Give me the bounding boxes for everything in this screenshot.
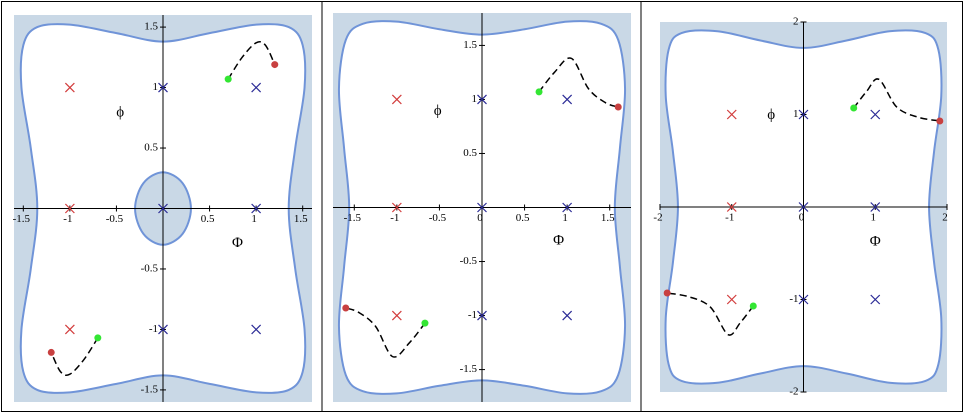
point-marker — [614, 103, 622, 111]
point-marker — [224, 75, 232, 83]
cross-marker — [726, 202, 737, 212]
x-tick-label: -1 — [390, 212, 399, 224]
x-tick-label: -1.5 — [13, 213, 31, 225]
x-tick-label: -2 — [653, 212, 662, 224]
cross-marker — [562, 94, 573, 105]
cross-marker — [562, 202, 573, 213]
cross-marker — [251, 82, 262, 93]
cross-marker — [798, 202, 809, 212]
cross-marker — [798, 294, 809, 305]
x-tick-label: 1 — [251, 213, 257, 225]
x-tick-label: 1.5 — [294, 213, 308, 225]
cross-marker — [870, 109, 881, 120]
cross-marker — [726, 109, 737, 120]
x-axis-label: Φ — [870, 234, 881, 250]
cross-marker — [158, 324, 168, 335]
y-tick-label: -0.5 — [460, 255, 478, 267]
cross-marker — [726, 294, 737, 305]
y-axis-label: ϕ — [116, 104, 124, 120]
x-tick-label: 1.5 — [601, 212, 615, 224]
x-axis-label: Φ — [553, 232, 564, 248]
x-tick-label: 0.5 — [516, 212, 530, 224]
point-marker — [421, 319, 429, 327]
y-tick-label: -1.5 — [141, 383, 159, 395]
cross-marker — [391, 94, 402, 105]
y-tick-label: 1.5 — [463, 39, 477, 51]
cross-marker — [391, 202, 402, 213]
y-tick-label: -2 — [789, 386, 798, 398]
trajectory — [345, 307, 426, 358]
x-axis-label: Φ — [232, 235, 243, 251]
y-tick-label: 0.5 — [463, 147, 477, 159]
cross-marker — [870, 202, 881, 212]
x-tick-label: 0.5 — [201, 213, 215, 225]
cross-marker — [251, 203, 262, 214]
cross-marker — [64, 82, 75, 93]
x-tick-label: 2 — [942, 212, 948, 224]
x-tick-label: 1 — [562, 212, 568, 224]
cross-marker — [477, 202, 487, 213]
cross-marker — [64, 203, 75, 214]
x-tick-label: -1 — [725, 212, 734, 224]
y-tick-label: 1 — [153, 81, 159, 93]
cross-marker — [562, 310, 573, 321]
y-tick-label: -1 — [149, 323, 158, 335]
x-tick-label: 0 — [799, 212, 805, 224]
point-marker — [271, 61, 279, 69]
x-tick-label: 0 — [477, 212, 483, 224]
panel: -1.5 -1 -0.5 0 0.5 1 1.5 -1.5 -1 -0.5 0.5 1 1.5 Φϕ — [333, 13, 631, 402]
panel: -2 -1 0 1 2 -2 -1 1 2 Φϕ — [653, 16, 947, 398]
cross-marker — [391, 310, 402, 321]
x-tick-label: -1 — [63, 213, 72, 225]
trajectory — [538, 57, 619, 108]
cross-marker — [798, 109, 809, 120]
y-tick-label: 1 — [793, 108, 799, 120]
cross-marker — [477, 310, 487, 321]
point-marker — [850, 104, 858, 112]
y-tick-label: 2 — [793, 16, 799, 28]
y-tick-label: -1 — [468, 309, 477, 321]
y-axis-label: ϕ — [767, 107, 775, 123]
y-tick-label: 0.5 — [144, 142, 158, 154]
point-marker — [94, 334, 102, 342]
trajectory — [227, 40, 276, 80]
point-marker — [663, 289, 671, 297]
cross-marker — [158, 82, 168, 93]
y-tick-label: -0.5 — [141, 263, 159, 275]
y-tick-label: 1 — [472, 93, 478, 105]
y-tick-label: -1 — [789, 293, 798, 305]
point-marker — [342, 304, 350, 312]
y-axis-label: ϕ — [434, 103, 442, 119]
panel: -1.5 -1 -0.5 0.5 1 1.5 -1.5 -1 -0.5 0.5 1 1.5 Φϕ — [13, 15, 312, 402]
x-tick-label: -0.5 — [106, 213, 124, 225]
x-tick-label: 1 — [871, 212, 877, 224]
cross-marker — [870, 294, 881, 305]
point-marker — [47, 348, 55, 356]
x-tick-label: -1.5 — [344, 212, 362, 224]
y-tick-label: -1.5 — [460, 363, 478, 375]
y-tick-label: 1.5 — [144, 21, 158, 33]
cross-marker — [251, 324, 262, 335]
x-tick-label: -0.5 — [429, 212, 447, 224]
cross-marker — [158, 203, 168, 214]
trajectory — [50, 337, 99, 377]
cross-marker — [477, 94, 487, 105]
cross-marker — [64, 324, 75, 335]
point-marker — [749, 302, 757, 310]
point-marker — [936, 117, 944, 125]
point-marker — [535, 88, 543, 96]
